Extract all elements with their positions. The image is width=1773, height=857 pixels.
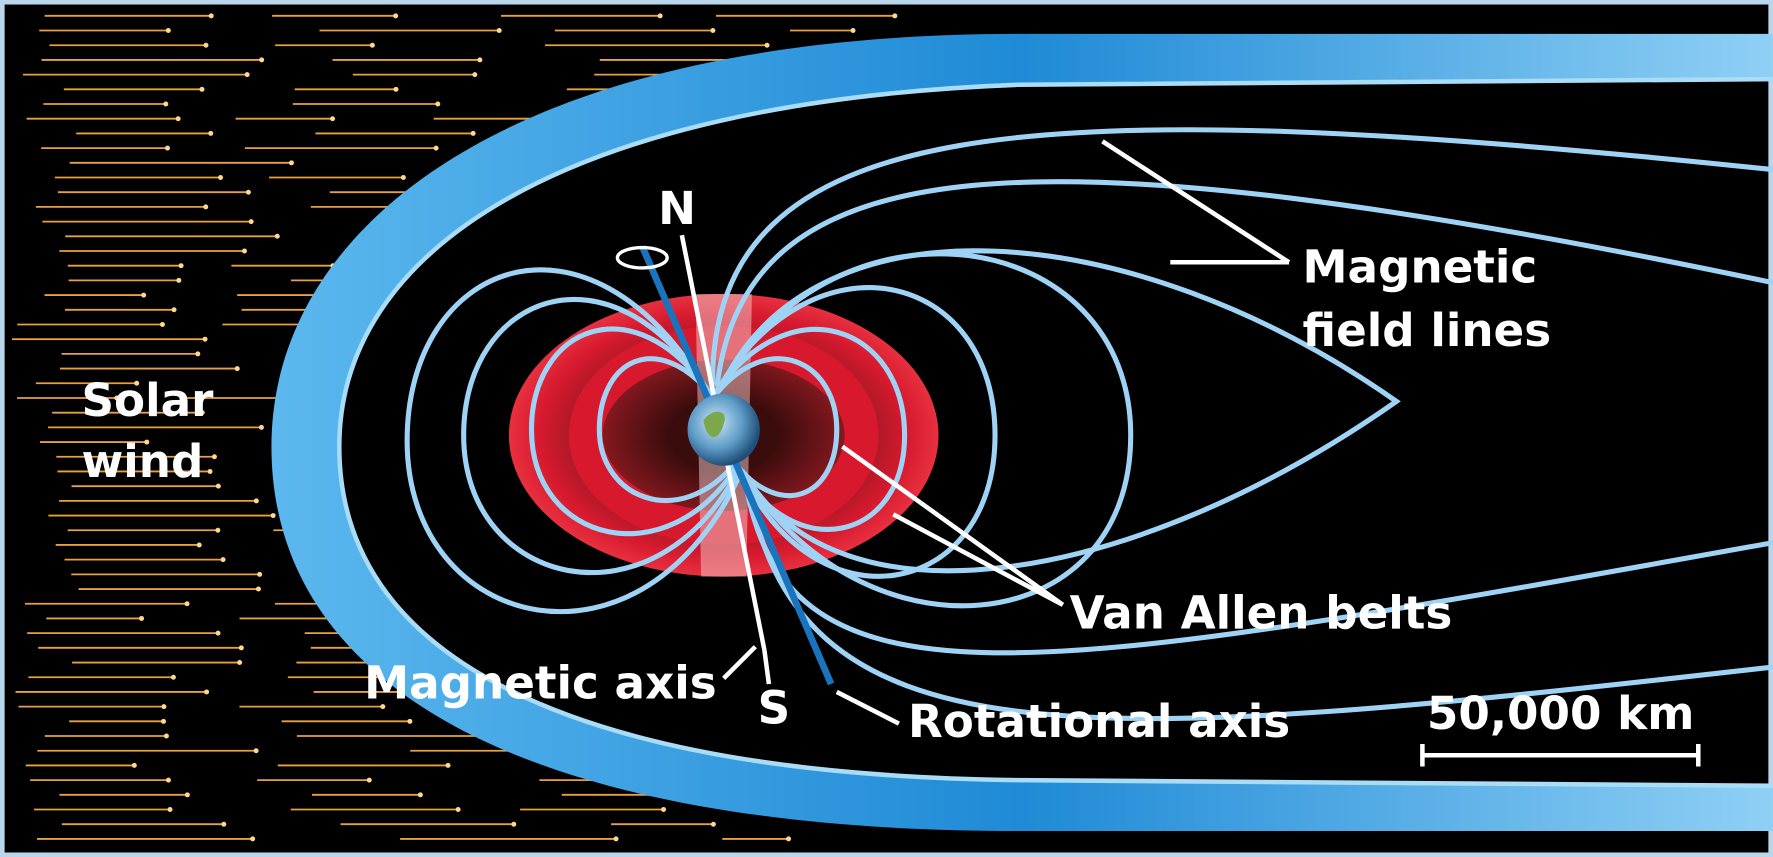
wind-particle xyxy=(434,146,439,151)
wind-particle xyxy=(245,72,250,77)
south-label: S xyxy=(758,682,791,735)
wind-particle xyxy=(221,557,226,562)
wind-particle xyxy=(471,131,476,136)
wind-particle xyxy=(195,351,200,356)
wind-particle xyxy=(235,366,240,371)
wind-particle xyxy=(161,704,166,709)
wind-particle xyxy=(176,278,181,283)
wind-particle xyxy=(185,792,190,797)
wind-particle xyxy=(892,13,897,18)
wind-particle xyxy=(330,116,335,121)
wind-particle xyxy=(257,572,262,577)
wind-particle xyxy=(139,616,144,621)
wind-particle xyxy=(393,13,398,18)
wind-particle xyxy=(418,792,423,797)
rotational-axis-label: Rotational axis xyxy=(908,695,1290,748)
wind-particle xyxy=(259,425,264,430)
wind-particle xyxy=(212,454,217,459)
wind-particle xyxy=(242,249,247,254)
wind-particle xyxy=(289,160,294,165)
wind-particle xyxy=(786,836,791,841)
wind-particle xyxy=(851,28,856,33)
wind-particle xyxy=(179,263,184,268)
field-lines-label: field lines xyxy=(1303,304,1552,357)
wind-particle xyxy=(200,87,205,92)
wind-particle xyxy=(246,190,251,195)
wind-particle xyxy=(237,660,242,665)
north-label: N xyxy=(658,182,696,235)
earth xyxy=(688,393,760,465)
wind-particle xyxy=(171,675,176,680)
wind-particle xyxy=(254,748,259,753)
wind-particle xyxy=(160,322,165,327)
wind-particle xyxy=(164,734,169,739)
wind-particle xyxy=(407,719,412,724)
wind-particle xyxy=(249,219,254,224)
wind-particle xyxy=(401,175,406,180)
wind-particle xyxy=(216,484,221,489)
wind-particle xyxy=(185,601,190,606)
page: Solar wind N S Magnetic field lines Van … xyxy=(0,0,1773,857)
wind-particle xyxy=(614,836,619,841)
magnetosphere-diagram: Solar wind N S Magnetic field lines Van … xyxy=(0,0,1773,857)
wind-particle xyxy=(497,28,502,33)
scale-label: 50,000 km xyxy=(1427,687,1694,740)
wind-particle xyxy=(275,234,280,239)
wind-particle xyxy=(221,822,226,827)
wind-particle xyxy=(765,43,770,48)
wind-particle xyxy=(209,13,214,18)
wind-particle xyxy=(435,102,440,107)
wind-particle xyxy=(208,469,213,474)
wind-particle xyxy=(166,28,171,33)
wind-particle xyxy=(250,836,255,841)
magnetic-axis-label: Magnetic axis xyxy=(364,657,716,710)
wind-particle xyxy=(204,689,209,694)
wind-particle xyxy=(215,528,220,533)
wind-particle xyxy=(203,204,208,209)
wind-particle xyxy=(132,763,137,768)
wind-particle xyxy=(141,293,146,298)
wind-particle xyxy=(176,116,181,121)
wind-particle xyxy=(477,57,482,62)
van-allen-label: Van Allen belts xyxy=(1070,587,1453,640)
wind-particle xyxy=(367,778,372,783)
wind-particle xyxy=(239,645,244,650)
wind-particle xyxy=(197,542,202,547)
wind-particle xyxy=(446,763,451,768)
wind-particle xyxy=(161,719,166,724)
wind-particle xyxy=(165,146,170,151)
wind-particle xyxy=(216,631,221,636)
wind-particle xyxy=(208,131,213,136)
wind-particle xyxy=(661,807,666,812)
wind-particle xyxy=(511,822,516,827)
wind-particle xyxy=(256,587,261,592)
solar-wind-label: Solar xyxy=(82,374,215,427)
wind-particle xyxy=(456,807,461,812)
wind-particle xyxy=(168,807,173,812)
wind-particle xyxy=(711,822,716,827)
wind-particle xyxy=(254,498,259,503)
wind-particle xyxy=(203,337,208,342)
wind-particle xyxy=(658,13,663,18)
wind-particle xyxy=(218,175,223,180)
wind-particle xyxy=(163,102,168,107)
field-lines-label: Magnetic xyxy=(1303,241,1538,294)
wind-particle xyxy=(472,72,477,77)
wind-particle xyxy=(166,778,171,783)
solar-wind-label: wind xyxy=(82,435,204,488)
wind-particle xyxy=(259,57,264,62)
wind-particle xyxy=(203,43,208,48)
wind-particle xyxy=(393,87,398,92)
wind-particle xyxy=(172,307,177,312)
wind-particle xyxy=(370,43,375,48)
wind-particle xyxy=(271,513,276,518)
wind-particle xyxy=(710,28,715,33)
